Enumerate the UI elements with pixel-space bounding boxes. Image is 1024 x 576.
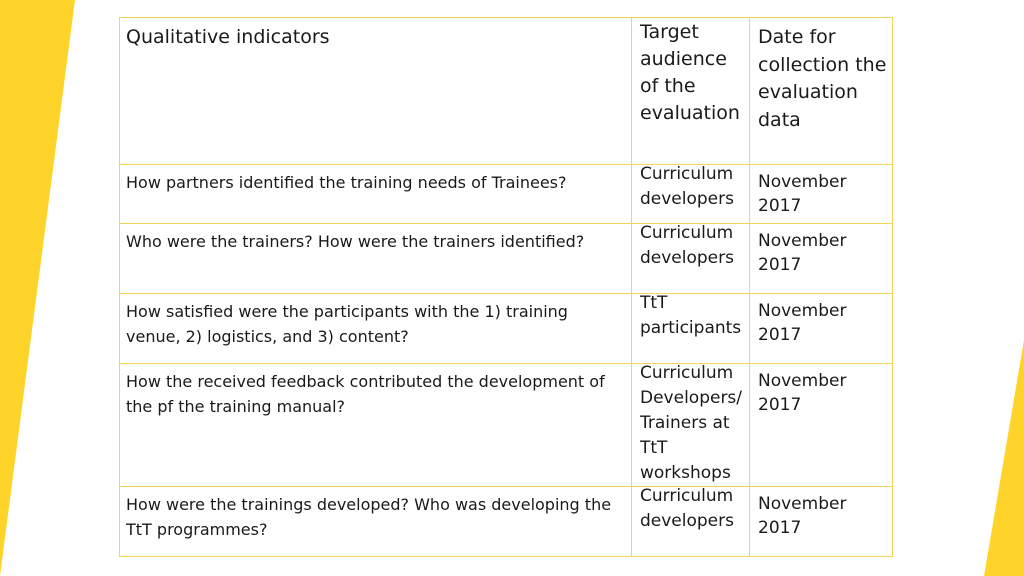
audience-text: Curriculum developers (640, 223, 734, 268)
table-row: How the received feedback contributed th… (119, 363, 893, 487)
audience-text: Curriculum developers (640, 486, 734, 531)
table-cell: November 2017 (749, 486, 893, 557)
table-cell: How partners identified the training nee… (119, 164, 632, 224)
table-cell: Curriculum developers (631, 486, 750, 557)
table-row: How partners identified the training nee… (119, 164, 893, 224)
table-cell: Who were the trainers? How were the trai… (119, 223, 632, 294)
indicator-text: How the received feedback contributed th… (126, 372, 605, 416)
table-cell: Curriculum developers (631, 164, 750, 224)
header-cell: Date for collection the evaluation data (749, 17, 893, 165)
audience-text: TtT participants (640, 293, 742, 338)
date-text: November 2017 (758, 371, 847, 415)
indicator-text: Who were the trainers? How were the trai… (126, 232, 585, 251)
table-row: Who were the trainers? How were the trai… (119, 223, 893, 294)
table-cell: TtT participants (631, 293, 750, 364)
audience-text: Curriculum Developers/ Trainers at TtT w… (640, 363, 743, 483)
header-date: Date for collection the evaluation data (758, 26, 887, 131)
date-text: November 2017 (758, 172, 847, 216)
header-cell: Target audience of the evaluation (631, 17, 750, 165)
table-cell: How satisfied were the participants with… (119, 293, 632, 364)
evaluation-table: Qualitative indicators Target audience o… (119, 17, 893, 557)
table-header-row: Qualitative indicators Target audience o… (119, 17, 893, 165)
table-cell: Curriculum developers (631, 223, 750, 294)
date-text: November 2017 (758, 231, 847, 275)
table-cell: How the received feedback contributed th… (119, 363, 632, 487)
header-target-audience: Target audience of the evaluation (640, 21, 740, 124)
header-cell: Qualitative indicators (119, 17, 632, 165)
indicator-text: How partners identified the training nee… (126, 173, 567, 192)
table-cell: Curriculum Developers/ Trainers at TtT w… (631, 363, 750, 487)
date-text: November 2017 (758, 301, 847, 345)
yellow-accent-shape-left (0, 0, 75, 576)
table-cell: November 2017 (749, 293, 893, 364)
table-cell: November 2017 (749, 223, 893, 294)
table-cell: How were the trainings developed? Who wa… (119, 486, 632, 557)
date-text: November 2017 (758, 494, 847, 538)
indicator-text: How were the trainings developed? Who wa… (126, 495, 612, 539)
table-cell: November 2017 (749, 164, 893, 224)
yellow-accent-shape-right (984, 340, 1024, 576)
indicator-text: How satisfied were the participants with… (126, 302, 568, 346)
table-cell: November 2017 (749, 363, 893, 487)
header-indicators: Qualitative indicators (126, 26, 330, 48)
table-row: How satisfied were the participants with… (119, 293, 893, 364)
audience-text: Curriculum developers (640, 164, 734, 209)
table-row: How were the trainings developed? Who wa… (119, 486, 893, 557)
